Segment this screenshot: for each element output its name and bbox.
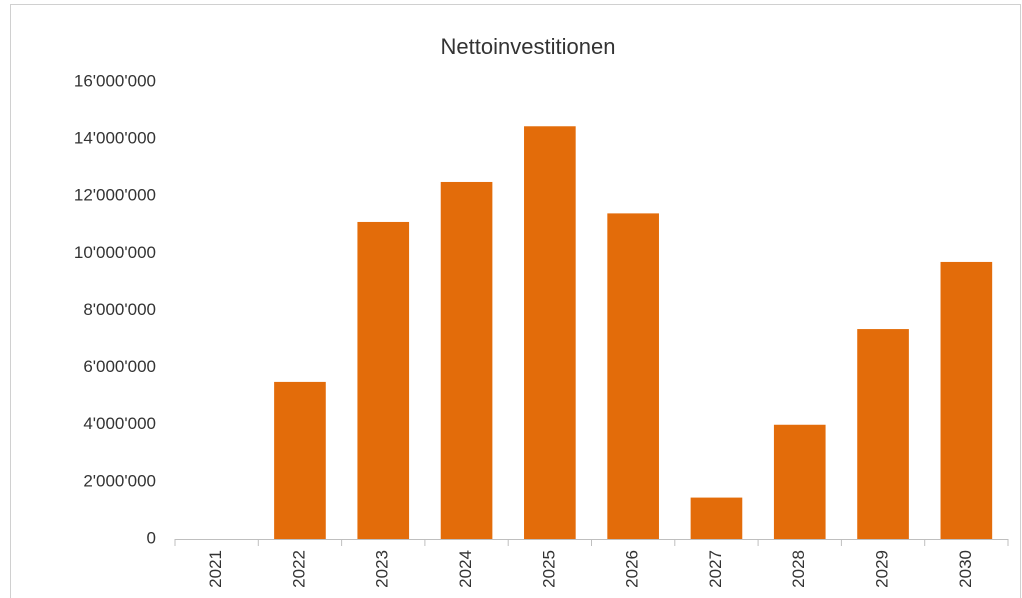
y-tick-label: 8'000'000 [83, 300, 156, 319]
x-tick-label: 2021 [206, 550, 225, 588]
chart-title: Nettoinvestitionen [441, 34, 616, 59]
bar [440, 181, 493, 539]
bar [857, 329, 909, 539]
y-tick-label: 2'000'000 [83, 471, 156, 490]
bar [274, 381, 326, 539]
x-tick-label: 2029 [873, 550, 892, 588]
x-tick-label: 2026 [623, 550, 642, 588]
y-tick-label: 12'000'000 [74, 186, 156, 205]
x-tick-label: 2022 [289, 550, 308, 588]
y-tick-label: 6'000'000 [83, 357, 156, 376]
y-tick-label: 10'000'000 [74, 243, 156, 262]
x-tick-label: 2028 [789, 550, 808, 588]
y-tick-label: 4'000'000 [83, 414, 156, 433]
x-tick-label: 2024 [456, 550, 475, 588]
chart-frame [10, 4, 1021, 598]
bar [690, 497, 743, 539]
y-tick-label: 16'000'000 [74, 71, 156, 90]
bar [357, 221, 410, 540]
y-tick-label: 14'000'000 [74, 129, 156, 148]
x-tick-label: 2030 [956, 550, 975, 588]
bar [607, 213, 659, 539]
y-tick-label: 0 [147, 528, 156, 547]
bar [524, 126, 576, 539]
x-tick-label: 2027 [706, 550, 725, 588]
bar [773, 424, 826, 539]
x-tick-label: 2023 [373, 550, 392, 588]
bar [940, 261, 993, 539]
x-tick-label: 2025 [539, 550, 558, 588]
